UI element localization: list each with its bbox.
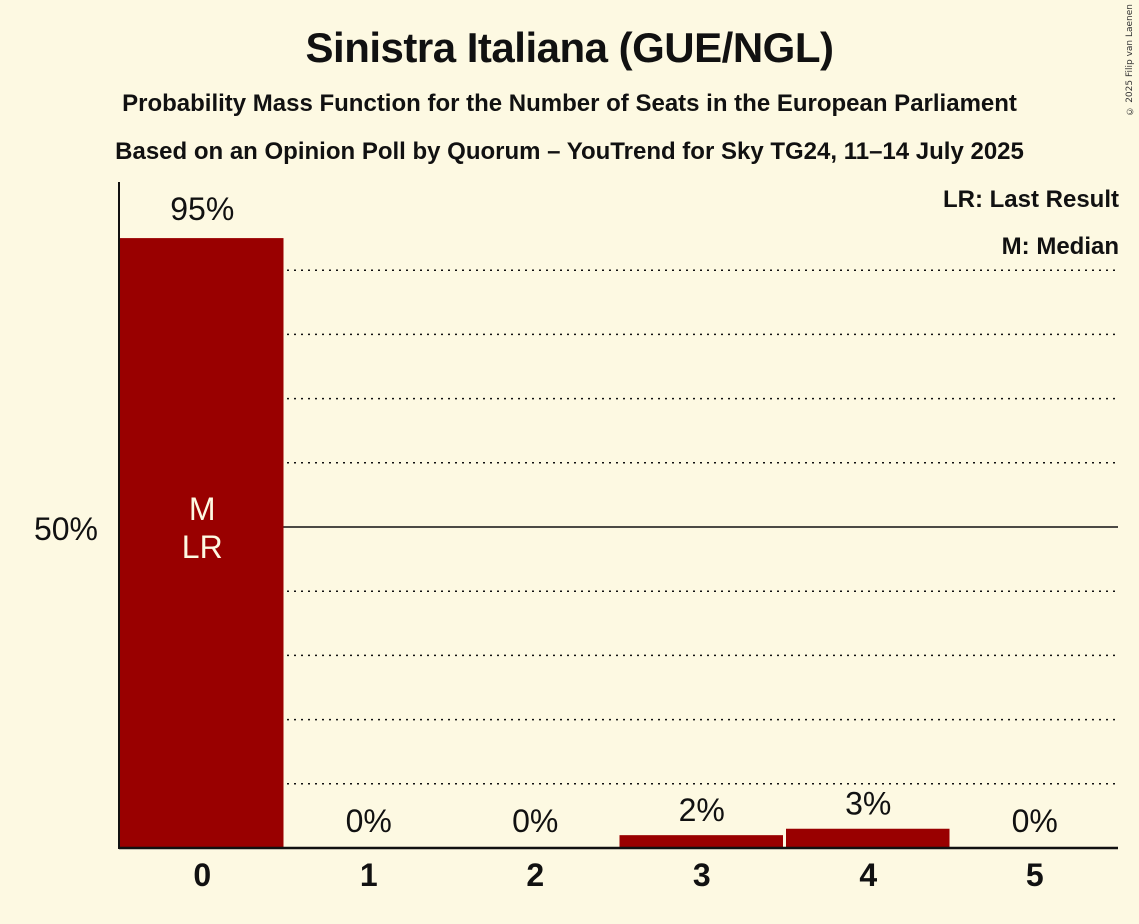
x-tick-label-1: 1: [360, 857, 378, 893]
chart-title: Sinistra Italiana (GUE/NGL): [305, 24, 834, 71]
x-tick-label-3: 3: [693, 857, 711, 893]
bar-3: [619, 835, 783, 848]
bar-marker-m: M: [189, 491, 216, 527]
value-label-1: 0%: [346, 803, 392, 839]
bar-0: [120, 238, 284, 849]
y-tick-label-50: 50%: [34, 511, 98, 547]
value-label-3: 2%: [679, 792, 725, 828]
value-label-0: 95%: [170, 191, 234, 227]
x-tick-label-4: 4: [859, 857, 877, 893]
legend-last-result: LR: Last Result: [942, 186, 1119, 213]
x-tick-label-2: 2: [526, 857, 544, 893]
bar-marker-lr: LR: [182, 529, 223, 565]
value-label-4: 3%: [845, 786, 891, 822]
bar-4: [786, 828, 950, 848]
value-label-5: 0%: [1012, 803, 1058, 839]
value-label-2: 0%: [512, 803, 558, 839]
chart-source: Based on an Opinion Poll by Quorum – You…: [115, 138, 1024, 165]
legend-median: M: Median: [1001, 233, 1119, 260]
x-tick-label-0: 0: [193, 857, 211, 893]
chart-subtitle: Probability Mass Function for the Number…: [122, 90, 1017, 117]
x-tick-label-5: 5: [1026, 857, 1044, 893]
